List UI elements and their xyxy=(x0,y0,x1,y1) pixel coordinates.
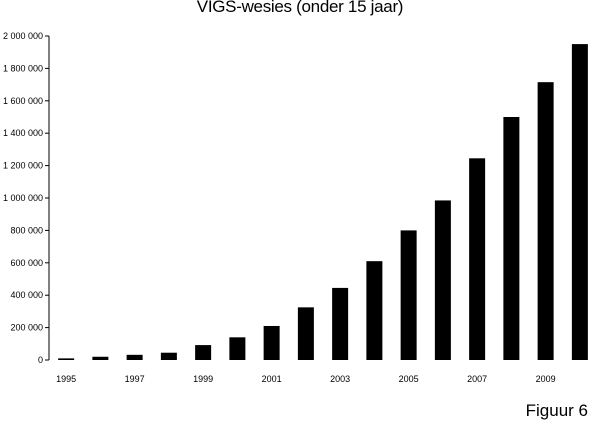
bar-2005 xyxy=(400,230,417,360)
chart-title: VIGS-wesies (onder 15 jaar) xyxy=(196,0,404,16)
y-tick-label: 200 000 xyxy=(10,323,43,333)
y-tick-label: 1 600 000 xyxy=(3,96,43,106)
y-tick-label: 600 000 xyxy=(10,258,43,268)
bar-2003 xyxy=(332,287,349,360)
y-tick-label: 0 xyxy=(38,355,43,365)
figure-label: Figuur 6 xyxy=(525,401,588,420)
x-tick-label: 2009 xyxy=(536,374,556,384)
x-tick-label: 1997 xyxy=(125,374,145,384)
bar-1996 xyxy=(92,356,109,360)
y-tick-label: 1 400 000 xyxy=(3,128,43,138)
bar-1995 xyxy=(58,358,75,360)
y-tick-label: 1 000 000 xyxy=(3,193,43,203)
bar-1998 xyxy=(160,352,177,360)
bar-2004 xyxy=(366,261,383,360)
x-tick-label: 2003 xyxy=(330,374,350,384)
bar-2002 xyxy=(297,307,314,360)
bar-1999 xyxy=(195,345,212,360)
bar-2001 xyxy=(263,325,280,360)
bar-2009 xyxy=(537,82,554,361)
axes xyxy=(45,35,50,361)
bar-1997 xyxy=(126,354,143,360)
x-tick-label: 2001 xyxy=(262,374,282,384)
y-tick-label: 400 000 xyxy=(10,290,43,300)
bar-2010 xyxy=(571,44,588,360)
x-tick-label: 2007 xyxy=(467,374,487,384)
y-tick-label: 2 000 000 xyxy=(3,31,43,41)
bar-2000 xyxy=(229,337,246,360)
x-tick-label: 2005 xyxy=(399,374,419,384)
bars xyxy=(58,44,588,361)
bar-2007 xyxy=(469,158,486,360)
y-tick-label: 1 800 000 xyxy=(3,63,43,73)
x-tick-label: 1999 xyxy=(193,374,213,384)
bar-2008 xyxy=(503,117,520,360)
x-tick-label: 1995 xyxy=(56,374,76,384)
y-tick-label: 800 000 xyxy=(10,225,43,235)
tick-labels: 0 200 000 400 000 600 000 800 000 1 000 000 1 … xyxy=(3,31,556,384)
y-tick-label: 1 200 000 xyxy=(3,161,43,171)
bar-2006 xyxy=(434,200,451,360)
